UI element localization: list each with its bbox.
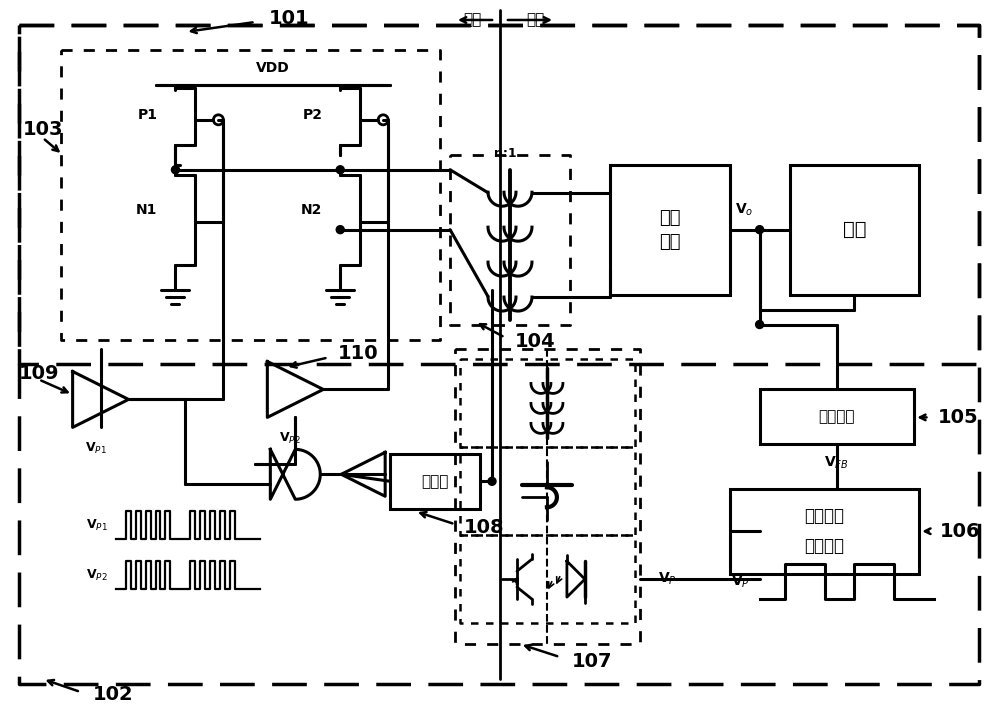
- Text: 104: 104: [515, 332, 556, 351]
- Text: N1: N1: [136, 203, 157, 216]
- Text: 102: 102: [93, 686, 133, 704]
- Text: 脉冲宽度: 脉冲宽度: [805, 507, 845, 525]
- Circle shape: [488, 477, 496, 485]
- Text: 电路: 电路: [659, 233, 681, 251]
- Bar: [760, 390, 914, 445]
- Text: 采样电路: 采样电路: [818, 409, 855, 424]
- Text: 负载: 负载: [843, 220, 866, 239]
- Bar: [390, 455, 480, 509]
- Text: n:1: n:1: [494, 147, 516, 160]
- Text: 108: 108: [464, 518, 505, 537]
- Text: 106: 106: [939, 522, 980, 541]
- Text: V$_P$: V$_P$: [658, 571, 677, 588]
- Text: N2: N2: [301, 203, 322, 216]
- Text: 109: 109: [19, 364, 59, 383]
- Text: V$_{P1}$: V$_{P1}$: [85, 441, 106, 457]
- Circle shape: [336, 165, 344, 174]
- Text: 105: 105: [937, 408, 978, 427]
- Text: P1: P1: [137, 108, 157, 122]
- Bar: [790, 165, 919, 295]
- Text: 101: 101: [268, 9, 309, 28]
- Text: VDD: VDD: [255, 61, 289, 75]
- Text: P2: P2: [302, 108, 322, 122]
- Text: 103: 103: [23, 120, 63, 139]
- Text: 107: 107: [572, 652, 612, 670]
- Text: V$_{P1}$: V$_{P1}$: [86, 518, 108, 533]
- Text: 调制电路: 调制电路: [805, 537, 845, 555]
- Bar: [730, 489, 919, 574]
- Text: 振荡器: 振荡器: [421, 474, 449, 489]
- Text: V$_{P2}$: V$_{P2}$: [279, 431, 301, 447]
- Text: V$_{FB}$: V$_{FB}$: [824, 454, 849, 471]
- Text: V$_P$: V$_P$: [731, 574, 750, 590]
- Circle shape: [756, 320, 764, 329]
- Text: V$_{P2}$: V$_{P2}$: [86, 568, 108, 583]
- Text: 整流: 整流: [659, 209, 681, 227]
- Bar: [610, 165, 730, 295]
- Text: 副边: 副边: [526, 13, 544, 28]
- Circle shape: [336, 226, 344, 233]
- Text: 原边: 原边: [463, 13, 481, 28]
- Circle shape: [756, 226, 764, 233]
- Circle shape: [171, 165, 179, 174]
- Text: V$_o$: V$_o$: [735, 201, 754, 218]
- Text: 110: 110: [338, 344, 379, 363]
